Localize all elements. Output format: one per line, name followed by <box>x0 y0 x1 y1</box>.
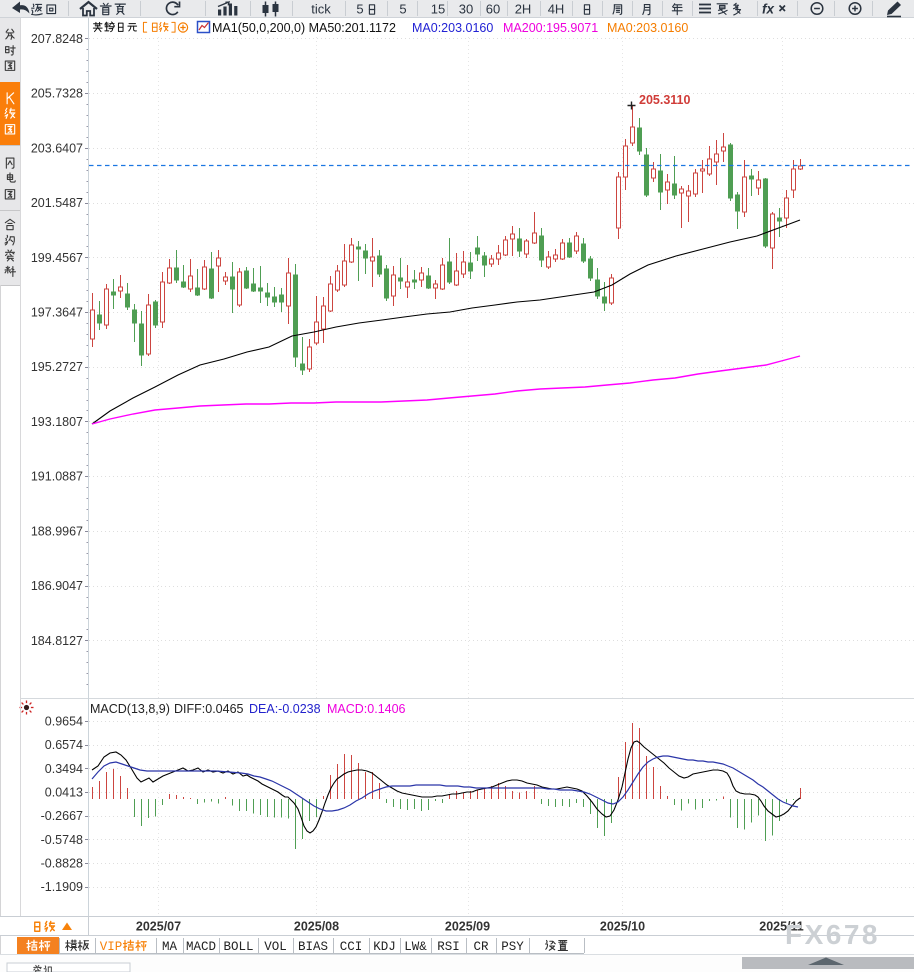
svg-text:207.8248: 207.8248 <box>31 32 83 46</box>
svg-text:DIFF:0.0465: DIFF:0.0465 <box>174 702 244 716</box>
svg-text:2025/10: 2025/10 <box>600 920 645 934</box>
svg-text:MACD(13,8,9): MACD(13,8,9) <box>90 702 170 716</box>
svg-text:BIAS: BIAS <box>298 940 328 954</box>
svg-text:201.5487: 201.5487 <box>31 196 83 210</box>
svg-text:186.9047: 186.9047 <box>31 579 83 593</box>
svg-text:203.6407: 203.6407 <box>31 141 83 155</box>
svg-text:4H: 4H <box>548 2 565 17</box>
svg-text:MA: MA <box>162 940 178 954</box>
svg-text:197.3647: 197.3647 <box>31 306 83 320</box>
svg-text:0.0413: 0.0413 <box>45 786 83 800</box>
svg-text:30: 30 <box>459 2 473 17</box>
svg-text:15: 15 <box>431 2 445 17</box>
svg-text:191.0887: 191.0887 <box>31 470 83 484</box>
svg-text:FX678: FX678 <box>785 919 880 950</box>
svg-text:CCI: CCI <box>340 940 363 954</box>
svg-text:5: 5 <box>356 2 363 17</box>
svg-text:5: 5 <box>399 2 406 17</box>
svg-text:VIP: VIP <box>100 940 123 954</box>
svg-text:MA1(50,0,200,0) MA50:201.1172: MA1(50,0,200,0) MA50:201.1172 <box>212 21 396 35</box>
svg-text:2025/08: 2025/08 <box>294 920 339 934</box>
svg-text:188.9967: 188.9967 <box>31 524 83 538</box>
svg-text:205.3110: 205.3110 <box>639 93 690 107</box>
svg-text:MACD: MACD <box>186 940 216 954</box>
svg-text:2025/11: 2025/11 <box>759 920 804 934</box>
svg-text:VOL: VOL <box>264 940 287 954</box>
svg-text:MACD:0.1406: MACD:0.1406 <box>327 702 406 716</box>
svg-text:195.2727: 195.2727 <box>31 360 83 374</box>
svg-text:199.4567: 199.4567 <box>31 251 83 265</box>
svg-text:DEA:-0.0238: DEA:-0.0238 <box>249 702 321 716</box>
svg-text:MA0:203.0160: MA0:203.0160 <box>607 21 688 35</box>
svg-text:CR: CR <box>473 940 489 954</box>
svg-text:2H: 2H <box>515 2 532 17</box>
svg-text:60: 60 <box>486 2 500 17</box>
svg-text:RSI: RSI <box>437 940 460 954</box>
svg-text:-0.5748: -0.5748 <box>41 833 83 847</box>
svg-text:tick: tick <box>311 2 331 17</box>
svg-text:BOLL: BOLL <box>223 940 253 954</box>
svg-text:KDJ: KDJ <box>373 940 396 954</box>
svg-text:MA200:195.9071: MA200:195.9071 <box>503 21 598 35</box>
svg-text:-1.1909: -1.1909 <box>41 880 83 894</box>
svg-text:193.1807: 193.1807 <box>31 415 83 429</box>
svg-text:0.6574: 0.6574 <box>45 738 83 752</box>
svg-text:205.7328: 205.7328 <box>31 87 83 101</box>
svg-text:MA0:203.0160: MA0:203.0160 <box>412 21 493 35</box>
svg-text:2025/07: 2025/07 <box>136 920 181 934</box>
svg-text:LW&: LW& <box>404 940 427 954</box>
svg-text:2025/09: 2025/09 <box>445 920 490 934</box>
svg-text:184.8127: 184.8127 <box>31 634 83 648</box>
svg-text:0.9654: 0.9654 <box>45 715 83 729</box>
svg-text:-0.8828: -0.8828 <box>41 856 83 870</box>
svg-text:fx: fx <box>762 2 774 17</box>
svg-text:0.3494: 0.3494 <box>45 762 83 776</box>
svg-text:-0.2667: -0.2667 <box>41 809 83 823</box>
svg-text:PSY: PSY <box>501 940 524 954</box>
